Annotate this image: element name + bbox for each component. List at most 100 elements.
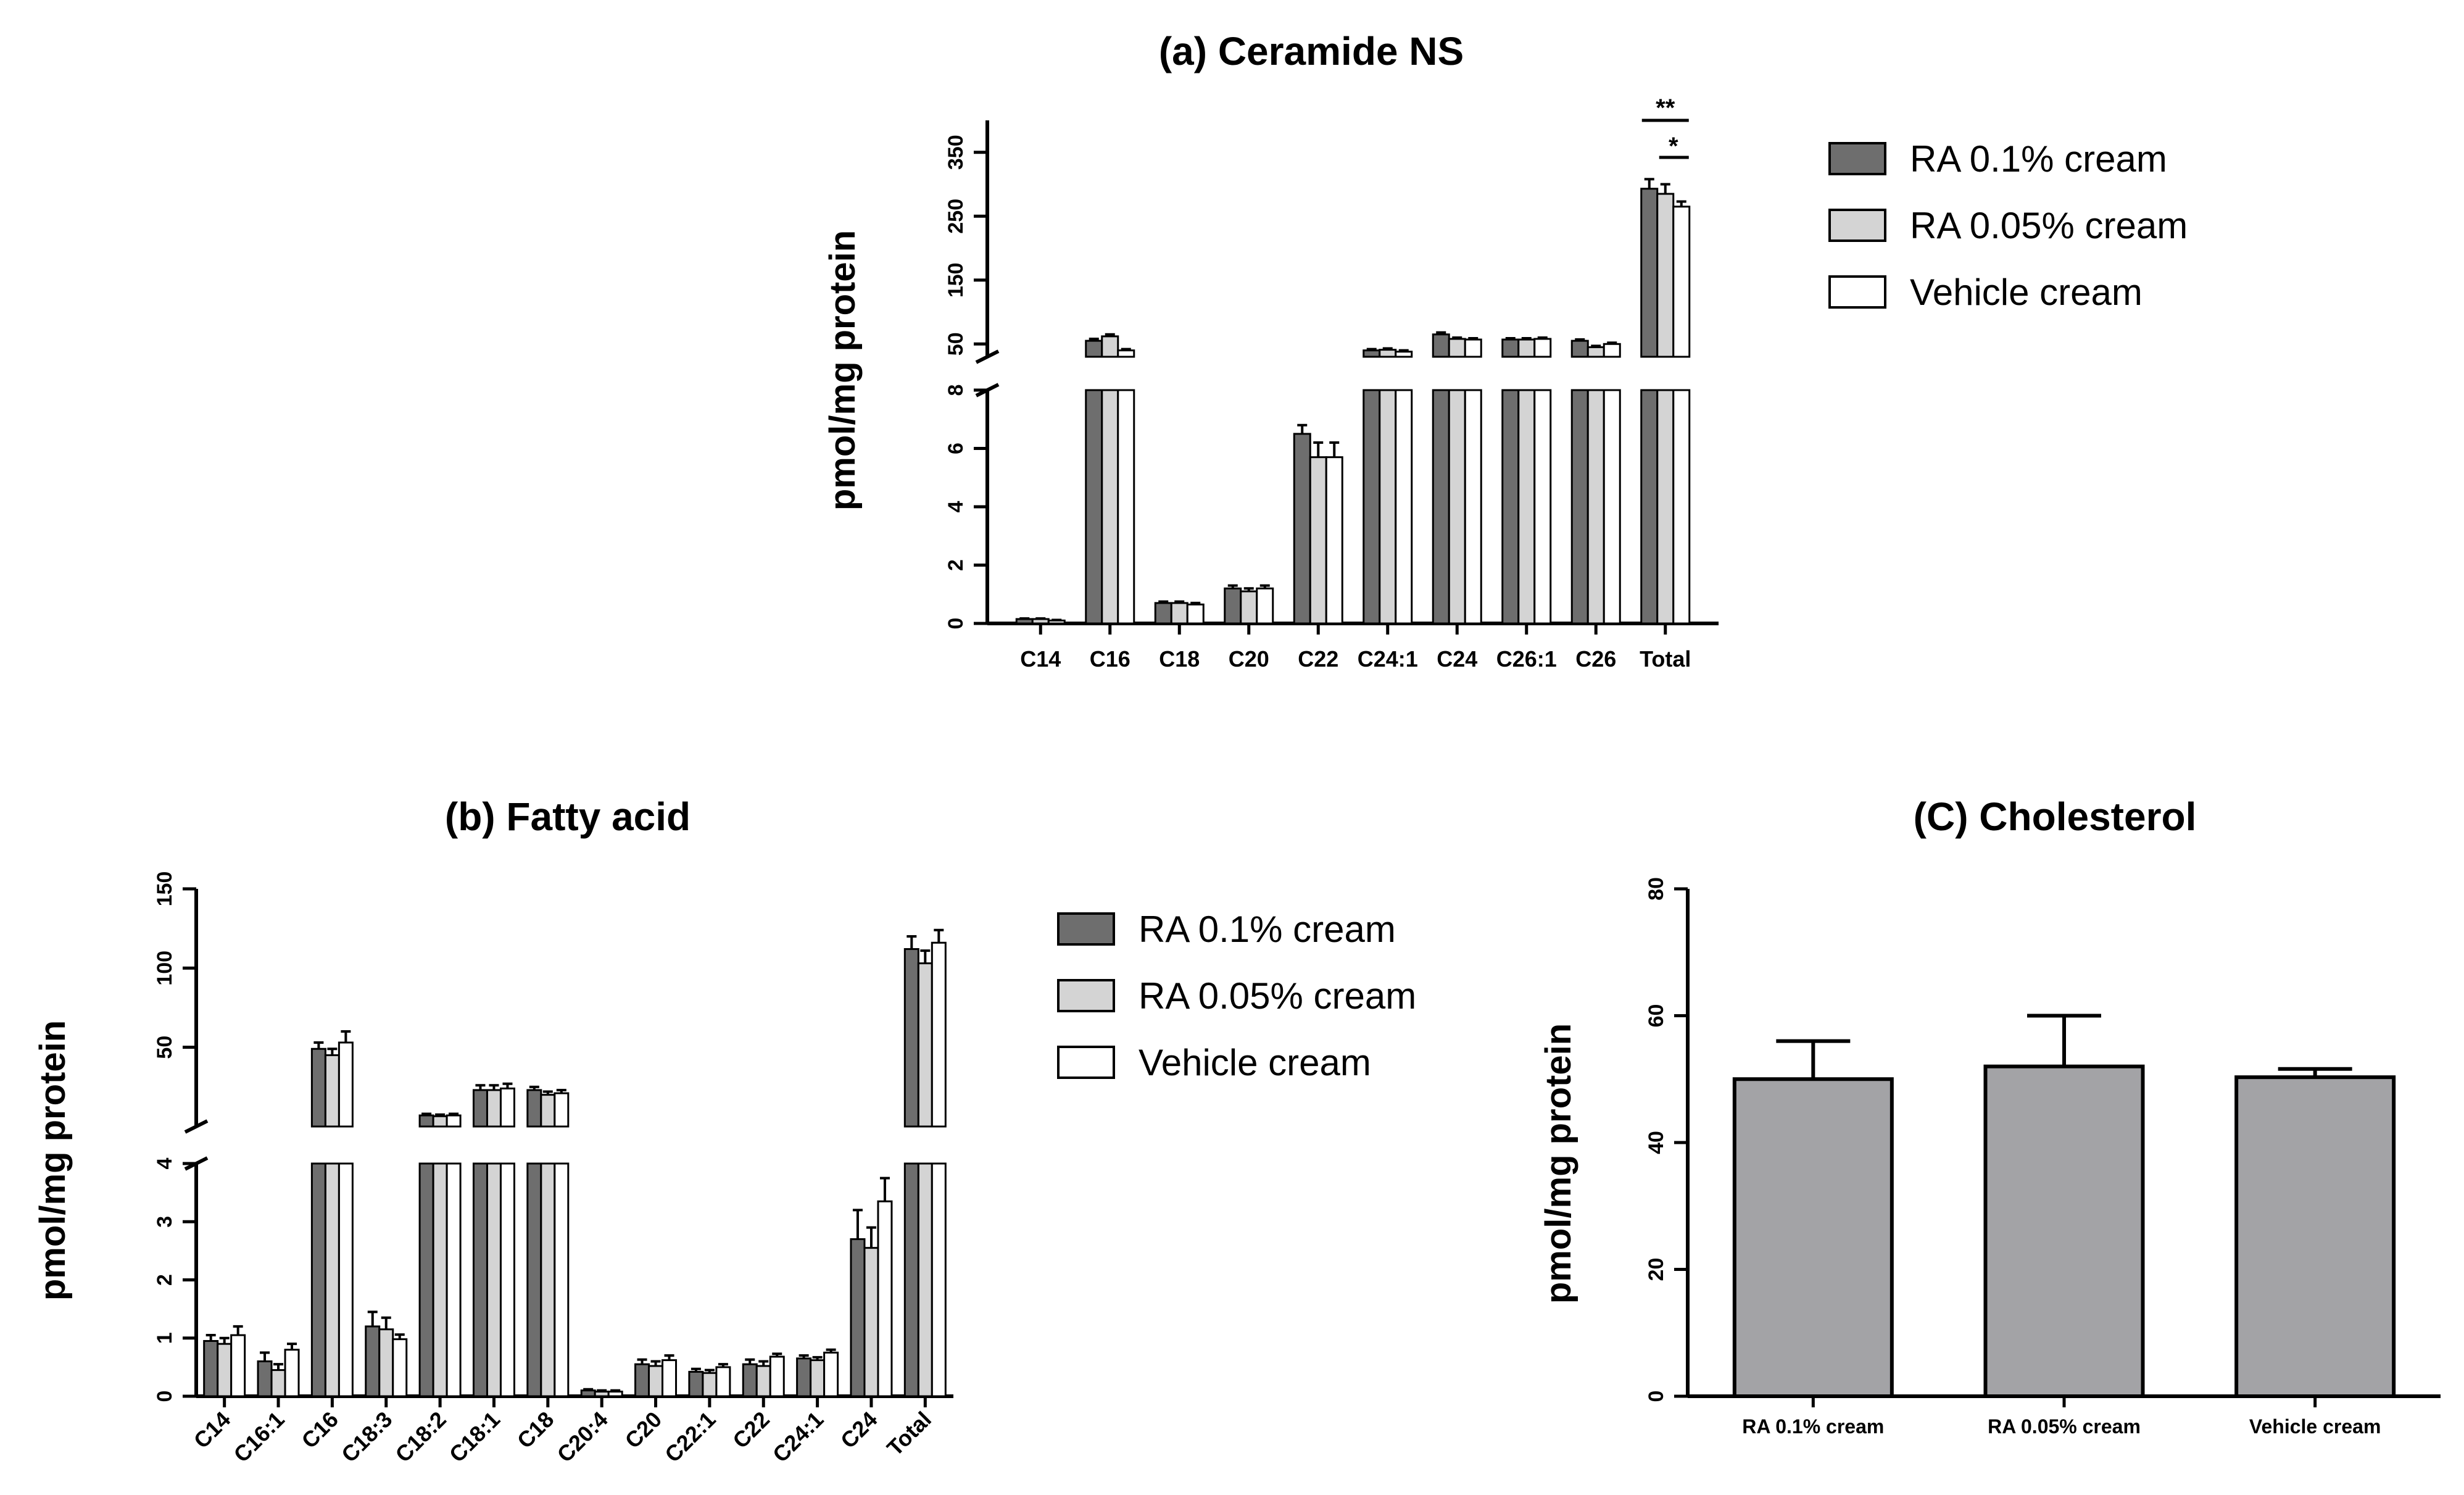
bar-ra-0-05-cream-c24-upper (1448, 338, 1466, 358)
x-tick-label-c24: C24 (1437, 646, 1477, 672)
bar-ra-0-1-cream-c24 (850, 1238, 866, 1397)
chart-a-title: (a) Ceramide NS (1159, 29, 1464, 73)
panel-b-fatty-acid: (b) Fatty acid pmol/mg protein RA 0.1% c… (33, 794, 1416, 1467)
bar-vehicle-cream-c18-2-lower (446, 1162, 462, 1397)
bar-ra-0-05-cream-c22-1 (702, 1372, 718, 1397)
bar-ra-0-1-cream-c18-1-lower (472, 1162, 488, 1397)
bar-vehicle-cream-c22-1 (715, 1366, 731, 1397)
bar-vehicle-cream-c24 (877, 1200, 893, 1397)
bar-ra-0-05-cream-c22 (755, 1365, 771, 1397)
legend-swatch-ra-0-05-cream (1828, 209, 1886, 242)
bar-ra-0-05-cream-c16-lower (324, 1162, 340, 1397)
bar-vehicle-cream-c26-upper (1603, 343, 1621, 358)
bar-vehicle-cream-c14 (230, 1334, 246, 1397)
x-tick-label-c14: C14 (189, 1407, 236, 1454)
axis-break-mark (184, 1119, 209, 1134)
x-tick-label-ra-0-05-cream: RA 0.05% cream (1988, 1415, 2141, 1438)
x-tick-label-c18-1: C18:1 (444, 1407, 505, 1467)
x-tick-label-ra-0-1-cream: RA 0.1% cream (1742, 1415, 1884, 1438)
bar-ra-0-05-cream (1983, 1064, 2145, 1398)
chart-b-ylabel: pmol/mg protein (33, 1020, 73, 1301)
x-tick-label-c16-1: C16:1 (228, 1407, 289, 1467)
bar-ra-0-1-cream-c18-lower (526, 1162, 542, 1397)
bar-vehicle-cream-total-upper (1672, 206, 1691, 358)
bar-vehicle-cream-c24-1-upper (1395, 351, 1413, 358)
bar-vehicle-cream-c22 (1325, 456, 1343, 625)
bar-ra-0-1-cream-c18-2-upper (418, 1114, 434, 1128)
bar-ra-0-1-cream-c24-1-lower (1363, 389, 1381, 625)
axis-break-mark (975, 349, 1000, 364)
x-tick-label-total: Total (1640, 646, 1691, 672)
bar-ra-0-1-cream-c16-upper (310, 1047, 326, 1128)
bar-vehicle-cream-c20 (662, 1359, 678, 1397)
chart-c-ylabel: pmol/mg protein (1538, 1023, 1578, 1304)
y-tick-label: 20 (1645, 1258, 1668, 1281)
bar-ra-0-05-cream-c18-2-lower (432, 1162, 448, 1397)
bar-vehicle-cream-c18-lower (554, 1162, 570, 1397)
bar-vehicle-cream-c24-upper (1464, 338, 1482, 358)
bar-ra-0-1-cream-c18 (1154, 602, 1172, 625)
bar-ra-0-05-cream-c18-1-lower (486, 1162, 502, 1397)
bar-ra-0-05-cream-c26-1-upper (1517, 338, 1536, 358)
bar-ra-0-05-cream-c24-1-upper (1379, 349, 1397, 358)
chart-a-legend: RA 0.1% cream RA 0.05% cream Vehicle cream (1828, 138, 2188, 313)
chart-b-legend: RA 0.1% cream RA 0.05% cream Vehicle cream (1057, 909, 1416, 1083)
bar-ra-0-05-cream-total-lower (917, 1162, 933, 1397)
bar-ra-0-05-cream-c20 (1240, 590, 1258, 625)
bar-ra-0-1-cream-c24-1 (796, 1357, 812, 1397)
x-tick-label-c22: C22 (728, 1407, 774, 1454)
bar-ra-0-1-cream-total-upper (1640, 188, 1659, 358)
y-tick-label: 0 (153, 1391, 176, 1402)
y-tick-label: 8 (944, 385, 968, 396)
bar-ra-0-05-cream-c26-upper (1587, 346, 1605, 358)
bar-ra-0-1-cream-total-lower (903, 1162, 919, 1397)
bar-ra-0-1-cream-c14 (203, 1339, 219, 1397)
y-tick-label: 150 (153, 872, 176, 907)
bar-ra-0-1-cream-c18-1-upper (472, 1089, 488, 1128)
bar-ra-0-1-cream-c26-lower (1570, 389, 1589, 625)
y-tick-label: 40 (1645, 1131, 1668, 1154)
y-tick-label: 50 (153, 1036, 176, 1059)
x-tick-label-c22-1: C22:1 (660, 1407, 720, 1467)
bar-vehicle-cream-c20-4 (607, 1390, 623, 1397)
bar-ra-0-05-cream-c18-2-upper (432, 1115, 448, 1128)
x-tick-label-c18-3: C18:3 (336, 1407, 397, 1467)
bar-ra-0-05-cream-c18-1-upper (486, 1089, 502, 1128)
chart-c-title: (C) Cholesterol (1914, 794, 2197, 839)
x-tick-label-c26-1: C26:1 (1496, 646, 1557, 672)
bar-ra-0-1-cream-c26-1-lower (1501, 389, 1520, 625)
chart-a-ylabel: pmol/mg protein (823, 230, 863, 510)
y-tick-label: 150 (944, 262, 968, 298)
y-tick-label: 2 (944, 559, 968, 571)
x-tick-label-c16: C16 (1090, 646, 1130, 672)
bar-ra-0-05-cream-c24 (863, 1247, 879, 1397)
bar-vehicle-cream-c26-1-upper (1533, 338, 1552, 358)
legend-label-vehicle-cream: Vehicle cream (1910, 272, 2143, 313)
bar-vehicle-cream (2234, 1075, 2396, 1398)
y-tick-label: 4 (944, 501, 968, 512)
bar-vehicle-cream-c24-1-lower (1395, 389, 1413, 625)
x-tick-label-c20: C20 (620, 1407, 666, 1454)
bar-vehicle-cream-total-upper (931, 941, 947, 1128)
legend-label-vehicle-cream: Vehicle cream (1139, 1042, 1371, 1083)
bar-ra-0-05-cream-c14 (1031, 618, 1050, 625)
legend-swatch-ra-0-1-cream (1828, 142, 1886, 175)
bar-ra-0-1-cream-c22 (1293, 433, 1311, 625)
bar-ra-0-1-cream-c20 (634, 1363, 650, 1397)
bar-ra-0-1-cream-c14 (1015, 618, 1034, 625)
bar-vehicle-cream-c16-lower (1117, 389, 1135, 625)
y-tick-label: 60 (1645, 1004, 1668, 1028)
y-tick-label: 0 (1645, 1391, 1668, 1402)
bar-ra-0-05-cream-c24-1 (810, 1359, 826, 1397)
bar-ra-0-05-cream-total-upper (917, 962, 933, 1128)
bar-ra-0-1-cream-c18-2-lower (418, 1162, 434, 1397)
bar-ra-0-1-cream-c16-lower (1085, 389, 1103, 625)
legend-swatch-vehicle-cream (1828, 275, 1886, 309)
bar-vehicle-cream-c18-upper (554, 1092, 570, 1128)
x-tick-label-c18-2: C18:2 (390, 1407, 450, 1467)
y-tick-label: 2 (153, 1274, 176, 1286)
bar-ra-0-1-cream-c24-upper (1432, 333, 1450, 358)
bar-ra-0-05-cream-c18 (1170, 602, 1188, 625)
bar-ra-0-05-cream-c18-lower (540, 1162, 556, 1397)
y-tick-label: 50 (944, 332, 968, 356)
